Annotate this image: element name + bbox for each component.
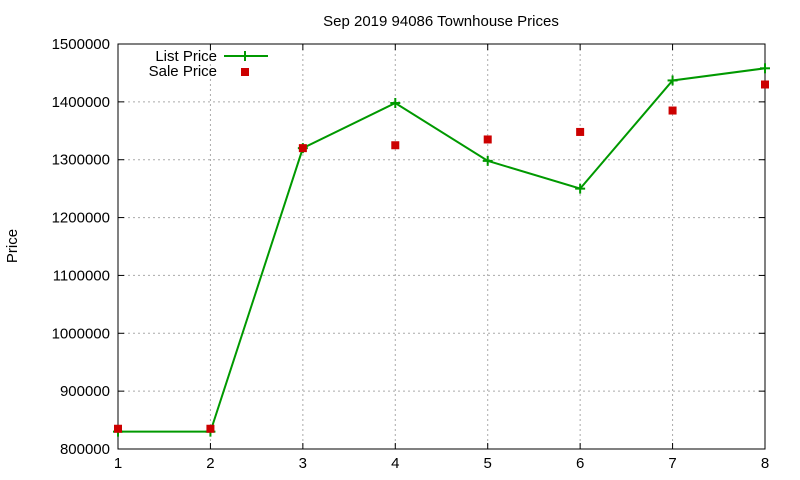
y-tick-label: 900000: [60, 383, 110, 400]
x-tick-label: 8: [761, 455, 769, 472]
x-tick-label: 6: [576, 455, 584, 472]
plot-frame: [117, 43, 766, 450]
list-price-point: [482, 155, 493, 166]
list-price-point: [575, 183, 586, 194]
list-price-point: [390, 98, 401, 109]
x-tick-label: 2: [206, 455, 214, 472]
sale-price-point: [206, 424, 215, 433]
list-price-point: [760, 63, 770, 74]
x-tick-label: 1: [114, 455, 122, 472]
legend-label-sale-price: Sale Price: [149, 63, 217, 80]
list-price-point: [667, 75, 678, 86]
y-axis-label: Price: [4, 229, 21, 263]
list-price-line: [118, 67, 766, 433]
legend-label-list-price: List Price: [155, 48, 217, 65]
y-tick-label: 1500000: [52, 36, 110, 53]
y-tick-label: 1000000: [52, 325, 110, 342]
y-tick-label: 1400000: [52, 94, 110, 111]
x-tick-label: 4: [391, 455, 399, 472]
sale-price-point: [668, 106, 677, 115]
sale-price-point: [576, 127, 585, 136]
sale-price-point: [483, 135, 492, 144]
x-tick-label: 7: [668, 455, 676, 472]
axis-ticks: 800000 900000 1000000 1100000 1200000 1300000…: [52, 36, 770, 472]
grid-lines: [118, 44, 765, 449]
chart-title: Sep 2019 94086 Townhouse Prices: [323, 13, 559, 30]
sale-price-point: [298, 144, 307, 153]
y-tick-label: 1300000: [52, 152, 110, 169]
x-tick-label: 3: [299, 455, 307, 472]
legend-marker-sale-price: [241, 68, 249, 76]
y-tick-label: 800000: [60, 441, 110, 458]
y-tick-label: 1100000: [53, 267, 110, 284]
data-series: [113, 63, 770, 437]
x-tick-label: 5: [484, 455, 492, 472]
sale-price-point: [114, 424, 122, 433]
y-tick-label: 1200000: [52, 210, 110, 227]
sale-price-point: [761, 80, 769, 89]
sale-price-point: [391, 141, 400, 150]
